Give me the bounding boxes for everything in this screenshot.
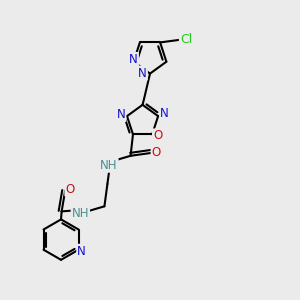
Text: O: O <box>65 183 75 196</box>
Text: N: N <box>129 53 138 66</box>
Text: NH: NH <box>100 159 118 172</box>
Text: O: O <box>153 129 162 142</box>
Text: N: N <box>138 67 147 80</box>
Text: N: N <box>160 107 169 120</box>
Text: N: N <box>117 108 125 121</box>
Text: N: N <box>77 245 86 258</box>
Text: NH: NH <box>72 207 89 220</box>
Text: O: O <box>152 146 161 159</box>
Text: Cl: Cl <box>180 33 192 46</box>
